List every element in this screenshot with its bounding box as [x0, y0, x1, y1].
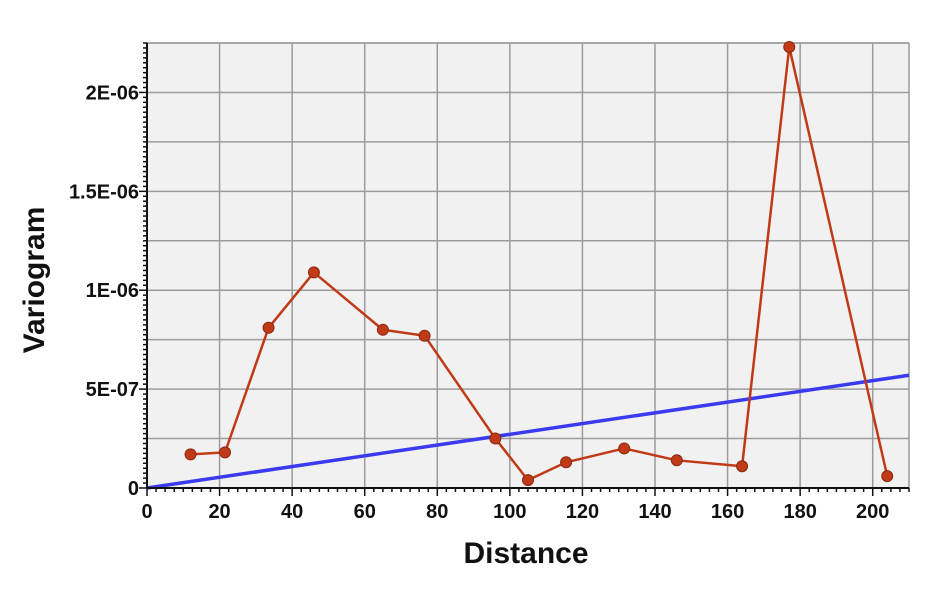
experimental-variogram-line [190, 45, 889, 482]
tick-labels: 0 20 40 60 80 100 120 140 160 180 200 0 5E-07 1E-06 1.… [69, 82, 889, 523]
x-tick-label: 0 [141, 501, 152, 523]
x-tick-label: 20 [208, 501, 230, 523]
x-tick-label: 100 [493, 501, 526, 523]
y-tick-label: 1E-06 [86, 280, 139, 302]
x-tick-label: 60 [354, 501, 376, 523]
variogram-point [184, 448, 197, 461]
x-tick-label: 160 [711, 501, 744, 523]
variogram-point [560, 456, 573, 469]
x-axis-title: Distance [463, 537, 588, 570]
y-tick-label: 2E-06 [86, 82, 139, 104]
x-tick-label: 140 [638, 501, 671, 523]
grid [147, 42, 910, 488]
series [146, 40, 910, 490]
variogram-point [783, 40, 796, 53]
axes [146, 43, 909, 489]
x-tick-label: 120 [566, 501, 599, 523]
model-variogram-line [146, 373, 910, 490]
y-tick-label: 0 [128, 478, 139, 500]
variogram-point [219, 446, 232, 459]
variogram-point [418, 329, 431, 342]
variogram-point [522, 474, 534, 487]
x-tick-label: 180 [783, 501, 816, 523]
y-axis-title: Variogram [18, 207, 51, 354]
x-tick-label: 200 [856, 501, 889, 523]
x-tick-label: 80 [426, 501, 448, 523]
variogram-point [670, 454, 683, 467]
y-tick-label: 5E-07 [86, 379, 139, 401]
y-tick-label: 1.5E-06 [69, 181, 139, 203]
variogram-point [736, 460, 749, 473]
plot-background [147, 43, 909, 488]
variogram-point [307, 266, 320, 279]
variogram-point [262, 321, 275, 334]
x-tick-label: 40 [281, 501, 303, 523]
variogram-point [376, 323, 389, 336]
variogram-point [489, 432, 502, 445]
variogram-point [618, 442, 631, 455]
variogram-point [881, 470, 894, 483]
